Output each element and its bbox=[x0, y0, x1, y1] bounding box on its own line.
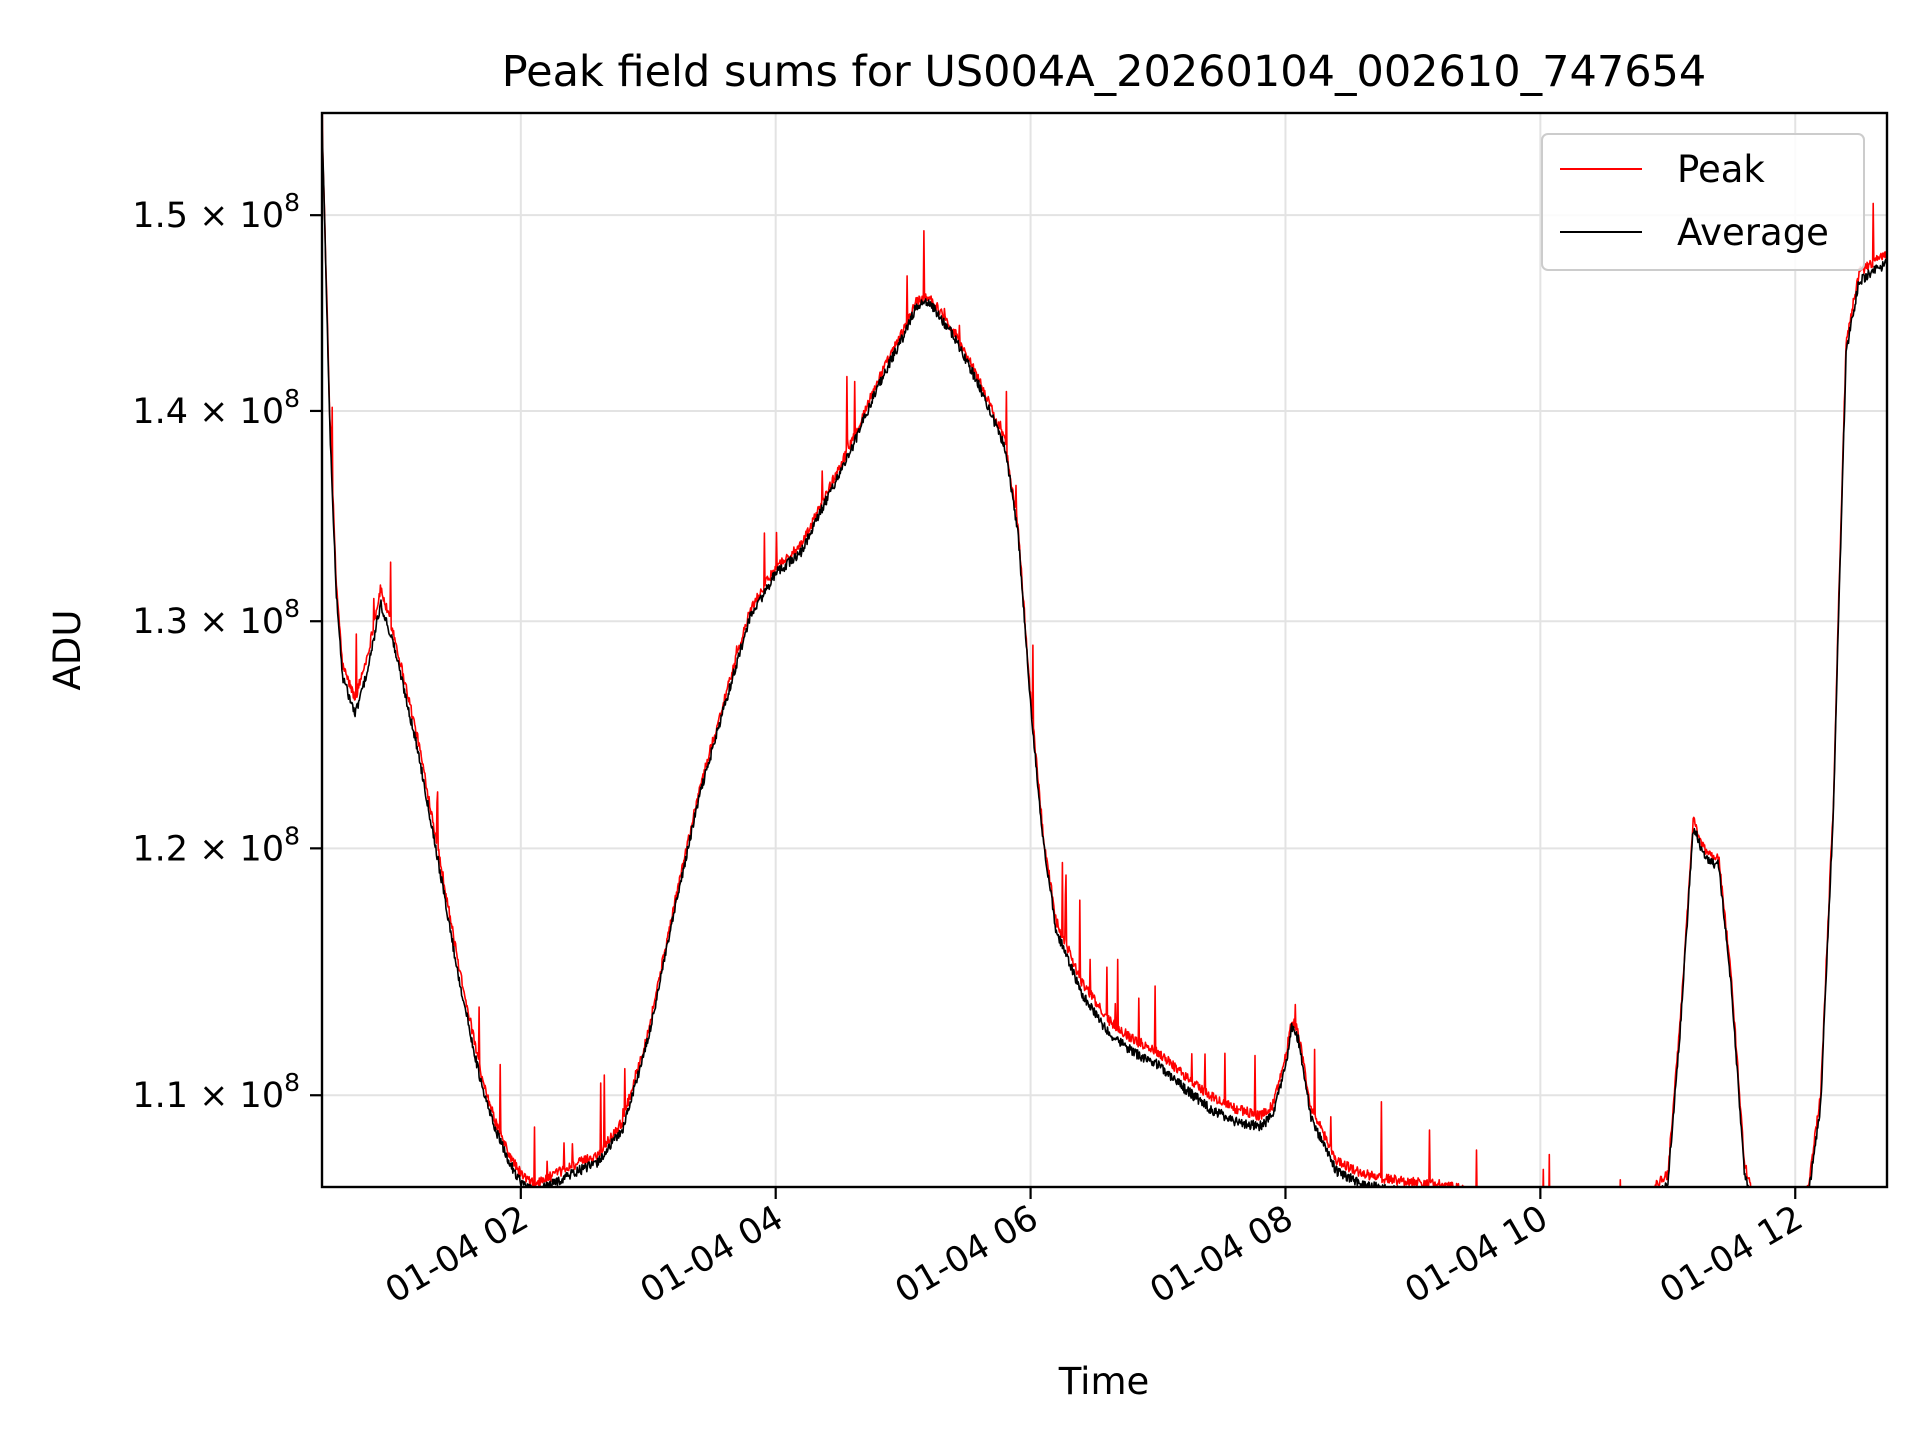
y-tick-mantissa: 1.1 bbox=[132, 1076, 199, 1116]
x-axis-label: Time bbox=[1058, 1360, 1150, 1403]
y-tick-base: × 10 bbox=[199, 602, 284, 642]
y-tick-base: × 10 bbox=[199, 196, 284, 236]
chart-title: Peak field sums for US004A_20260104_0026… bbox=[502, 47, 1707, 97]
y-tick-label: 1.3 × 108 bbox=[132, 594, 300, 642]
plot-frame bbox=[320, 111, 1889, 1189]
y-tick-exponent: 8 bbox=[284, 384, 300, 413]
legend: Peak Average bbox=[1541, 133, 1865, 271]
y-tick-mantissa: 1.3 bbox=[132, 602, 199, 642]
y-tick-exponent: 8 bbox=[284, 1068, 300, 1097]
y-tick-exponent: 8 bbox=[284, 188, 300, 217]
y-tick-base: × 10 bbox=[199, 1076, 284, 1116]
legend-label-peak: Peak bbox=[1677, 148, 1765, 191]
series-layer bbox=[322, 113, 1887, 1187]
y-tick-base: × 10 bbox=[199, 829, 284, 869]
y-axis-label: ADU bbox=[46, 610, 89, 691]
y-tick-mantissa: 1.2 bbox=[132, 829, 199, 869]
y-tick-base: × 10 bbox=[199, 392, 284, 432]
series-line-average bbox=[322, 121, 1887, 1187]
y-tick-label: 1.5 × 108 bbox=[132, 188, 300, 236]
y-tick-label: 1.1 × 108 bbox=[132, 1068, 300, 1116]
y-tick-mantissa: 1.4 bbox=[132, 392, 199, 432]
legend-label-average: Average bbox=[1677, 211, 1829, 254]
y-tick-exponent: 8 bbox=[284, 821, 300, 850]
y-tick-mantissa: 1.5 bbox=[132, 196, 199, 236]
y-tick-label: 1.4 × 108 bbox=[132, 384, 300, 432]
y-tick-exponent: 8 bbox=[284, 594, 300, 623]
y-tick-label: 1.2 × 108 bbox=[132, 821, 300, 869]
series-line-peak bbox=[322, 113, 1887, 1187]
